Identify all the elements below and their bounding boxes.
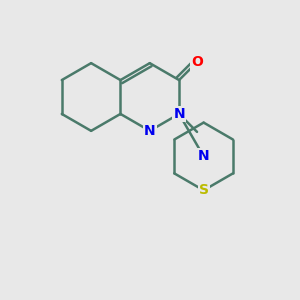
Text: S: S (199, 183, 208, 197)
Text: N: N (144, 124, 156, 138)
Text: N: N (198, 149, 209, 164)
Text: O: O (191, 56, 203, 69)
Text: N: N (173, 107, 185, 121)
